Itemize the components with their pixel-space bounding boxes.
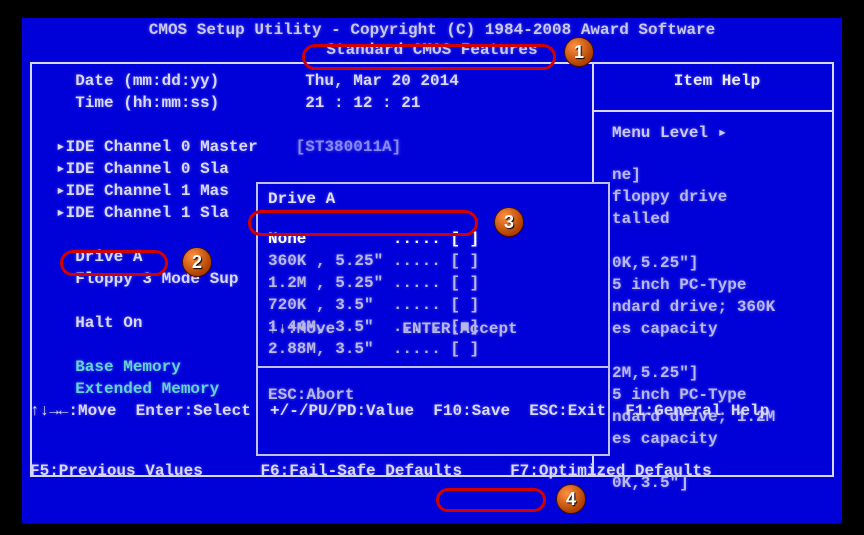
ide0-slave[interactable]: IDE Channel 0 Sla [56,158,586,180]
time-value: 21 : 12 : 21 [305,92,420,114]
time-row[interactable]: Time (hh:mm:ss) 21 : 12 : 21 [56,92,586,114]
help-line: ndard drive; 360K [612,296,822,318]
callout-2 [60,250,168,276]
badge-2: 2 [182,247,212,277]
callout-3 [248,210,478,236]
time-label: Time (hh:mm:ss) [75,92,305,114]
copyright: CMOS Setup Utility - Copyright (C) 1984-… [22,20,842,40]
popup-option[interactable]: 360K , 5.25" ..... [ ] [268,250,598,272]
hints-line1: ↑↓→←:Move Enter:Select +/-/PU/PD:Value F… [30,401,834,421]
date-row[interactable]: Date (mm:dd:yy) Thu, Mar 20 2014 [56,70,586,92]
badge-3: 3 [494,207,524,237]
help-line: es capacity [612,318,822,340]
key-hints: ↑↓→←:Move Enter:Select +/-/PU/PD:Value F… [30,361,834,521]
help-line: ne] [612,164,822,186]
badge-1: 1 [564,37,594,67]
date-label: Date (mm:dd:yy) [75,70,305,92]
help-line: 5 inch PC-Type [612,274,822,296]
callout-1 [302,44,556,70]
help-line: floppy drive [612,186,822,208]
badge-4: 4 [556,484,586,514]
popup-title: Drive A [268,188,598,210]
hints-line2: F5:Previous Values F6:Fail-Safe Defaults… [30,461,834,481]
help-line: talled [612,208,822,230]
menu-level: Menu Level ▸ [612,122,822,144]
item-help-title: Item Help [612,70,822,92]
callout-4 [436,488,546,512]
date-value: Thu, Mar 20 2014 [305,70,459,92]
help-line: 0K,5.25"] [612,252,822,274]
ide0-master[interactable]: IDE Channel 0 Master [ST380011A] [56,136,586,158]
